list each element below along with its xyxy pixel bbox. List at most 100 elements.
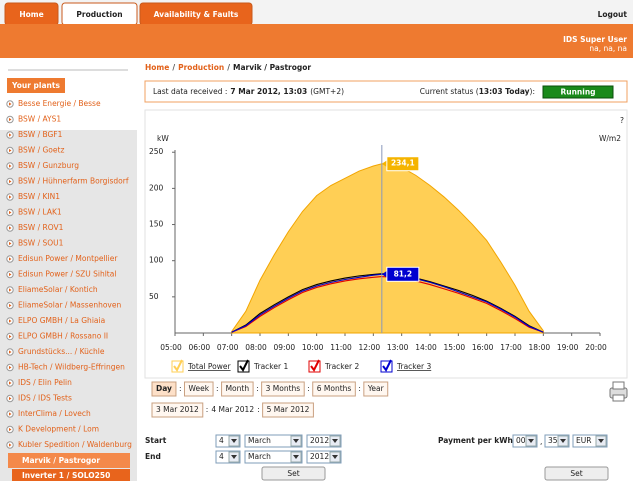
plant-link[interactable]: BSW / ROV1 bbox=[18, 223, 64, 232]
y-tick-label: 100 bbox=[149, 256, 164, 265]
plant-link[interactable]: Grundstücks... / Küchle bbox=[18, 347, 105, 356]
status-box bbox=[144, 80, 628, 103]
plant-link[interactable]: Kubler Spedition / Waldenburg bbox=[18, 440, 132, 449]
x-tick-label: 13:00 bbox=[387, 343, 409, 352]
tooltip-label: 81,2 bbox=[394, 269, 413, 278]
plant-link[interactable]: InterClima / Lovech bbox=[18, 409, 91, 418]
period-separator: : bbox=[179, 384, 182, 393]
plant-link[interactable]: BSW / KIN1 bbox=[18, 192, 60, 201]
select-box[interactable] bbox=[244, 434, 303, 448]
user-name: IDS Super User bbox=[563, 35, 627, 44]
period-button-bg[interactable] bbox=[151, 381, 177, 397]
plant-link[interactable]: BSW / LAK1 bbox=[18, 208, 62, 217]
period-separator: : bbox=[216, 384, 219, 393]
set-button[interactable] bbox=[261, 466, 326, 481]
nav-tab-label[interactable]: Availability & Faults bbox=[154, 10, 239, 19]
y-tick-label: 250 bbox=[149, 147, 164, 156]
period-button[interactable]: Week bbox=[188, 384, 209, 393]
plant-bullet-arrow bbox=[9, 226, 12, 230]
breadcrumb-item[interactable]: Production bbox=[178, 63, 224, 72]
plant-link[interactable]: BSW / SOU1 bbox=[18, 239, 64, 248]
breadcrumb-item[interactable]: Home bbox=[145, 63, 169, 72]
date-button-bg[interactable] bbox=[151, 402, 204, 418]
plant-link[interactable]: ELPO GMBH / Rossano II bbox=[18, 332, 108, 341]
plant-bullet-arrow bbox=[9, 241, 12, 246]
legend-label[interactable]: Tracker 2 bbox=[324, 362, 359, 371]
plant-link[interactable]: EliameSolar / Kontich bbox=[18, 285, 98, 294]
period-button[interactable]: Month bbox=[226, 384, 250, 393]
last-value: 7 Mar 2012, 13:03 bbox=[230, 87, 307, 96]
set-button-label[interactable]: Set bbox=[287, 469, 299, 478]
plant-link[interactable]: K Development / Lom bbox=[18, 425, 99, 434]
last-label: Last data received : bbox=[153, 87, 227, 96]
date-separator: : bbox=[206, 405, 209, 414]
plant-bullet-arrow bbox=[9, 148, 12, 153]
plant-link[interactable]: ELPO GMBH / La Ghiaia bbox=[18, 316, 105, 325]
period-button[interactable]: Year bbox=[367, 384, 385, 393]
plant-link[interactable]: Edisun Power / Montpellier bbox=[18, 254, 118, 263]
plant-link[interactable]: BSW / Goetz bbox=[18, 146, 64, 155]
help-icon[interactable]: ? bbox=[620, 116, 624, 125]
period-button-bg[interactable] bbox=[363, 381, 389, 397]
legend-checkbox[interactable] bbox=[380, 360, 393, 373]
plant-link[interactable]: Besse Energie / Besse bbox=[18, 99, 101, 108]
y-tick-label: 200 bbox=[149, 183, 164, 192]
legend-label[interactable]: Total Power bbox=[187, 362, 231, 371]
timezone: (GMT+2) bbox=[310, 87, 344, 96]
status-badge bbox=[542, 85, 614, 99]
logout-link[interactable]: Logout bbox=[598, 10, 628, 19]
selected-plant[interactable]: Marvik / Pastrogor bbox=[22, 456, 100, 465]
plant-bullet-arrow bbox=[9, 381, 12, 385]
breadcrumb: Home / Production / Marvik / Pastrogor bbox=[145, 63, 311, 72]
plant-link[interactable]: BSW / AYS1 bbox=[18, 115, 61, 124]
legend-checkbox[interactable] bbox=[308, 360, 321, 373]
plant-link[interactable]: BSW / Hühnerfarm Borgisdorf bbox=[18, 177, 129, 186]
period-button[interactable]: 6 Months bbox=[317, 384, 352, 393]
plant-link[interactable]: BSW / Gunzburg bbox=[18, 161, 79, 170]
legend-label[interactable]: Tracker 1 bbox=[253, 362, 288, 371]
legend-checkbox[interactable] bbox=[237, 360, 250, 373]
date-button[interactable]: 3 Mar 2012 bbox=[156, 405, 199, 414]
plant-link[interactable]: Edisun Power / SZU Sihltal bbox=[18, 270, 116, 279]
period-button-bg[interactable] bbox=[312, 381, 356, 397]
plant-bullet-arrow bbox=[9, 272, 12, 277]
plant-link[interactable]: IDS / Elin Pelin bbox=[18, 378, 72, 387]
nav-tab-label[interactable]: Production bbox=[76, 10, 122, 19]
period-button[interactable]: 3 Months bbox=[266, 384, 301, 393]
x-tick-label: 19:00 bbox=[557, 343, 579, 352]
legend-label[interactable]: Tracker 3 bbox=[396, 362, 431, 371]
select-arrow bbox=[293, 455, 299, 459]
nav-tab-label[interactable]: Home bbox=[19, 10, 43, 19]
set-button[interactable] bbox=[544, 466, 609, 481]
payment-separator: , bbox=[540, 437, 542, 446]
legend-checkbox[interactable] bbox=[171, 360, 184, 373]
plant-link[interactable]: IDS / IDS Tests bbox=[18, 394, 72, 403]
plant-bullet-arrow bbox=[9, 365, 12, 370]
period-separator: : bbox=[307, 384, 310, 393]
last-received: Last data received :7 Mar 2012, 13:03 (GM… bbox=[153, 87, 344, 96]
select-arrow bbox=[231, 439, 237, 443]
user-band bbox=[0, 24, 633, 58]
select-box[interactable] bbox=[244, 450, 303, 464]
select-value: March bbox=[248, 436, 271, 445]
plant-link[interactable]: EliameSolar / Massenhoven bbox=[18, 301, 121, 310]
legend-check bbox=[173, 359, 183, 372]
user-info: na, na, na bbox=[589, 44, 627, 53]
status-state: Running bbox=[560, 88, 595, 97]
plant-link[interactable]: BSW / BGF1 bbox=[18, 130, 63, 139]
period-button-bg[interactable] bbox=[221, 381, 254, 397]
plant-link[interactable]: HB-Tech / Wildberg-Effringen bbox=[18, 363, 125, 372]
y-tick-label: 50 bbox=[149, 292, 159, 301]
inverter-link[interactable]: Inverter 1 / SOLO250 bbox=[22, 471, 110, 480]
x-tick-label: 08:00 bbox=[245, 343, 267, 352]
period-button-bg[interactable] bbox=[261, 381, 305, 397]
date-button[interactable]: 5 Mar 2012 bbox=[267, 405, 310, 414]
set-button-label[interactable]: Set bbox=[570, 469, 582, 478]
period-button[interactable]: Day bbox=[156, 384, 172, 393]
breadcrumb-item: Marvik / Pastrogor bbox=[233, 63, 311, 72]
date-button-bg[interactable] bbox=[262, 402, 314, 418]
period-button-bg[interactable] bbox=[183, 381, 214, 397]
period-separator: : bbox=[358, 384, 361, 393]
plant-bullet-arrow bbox=[9, 179, 12, 184]
